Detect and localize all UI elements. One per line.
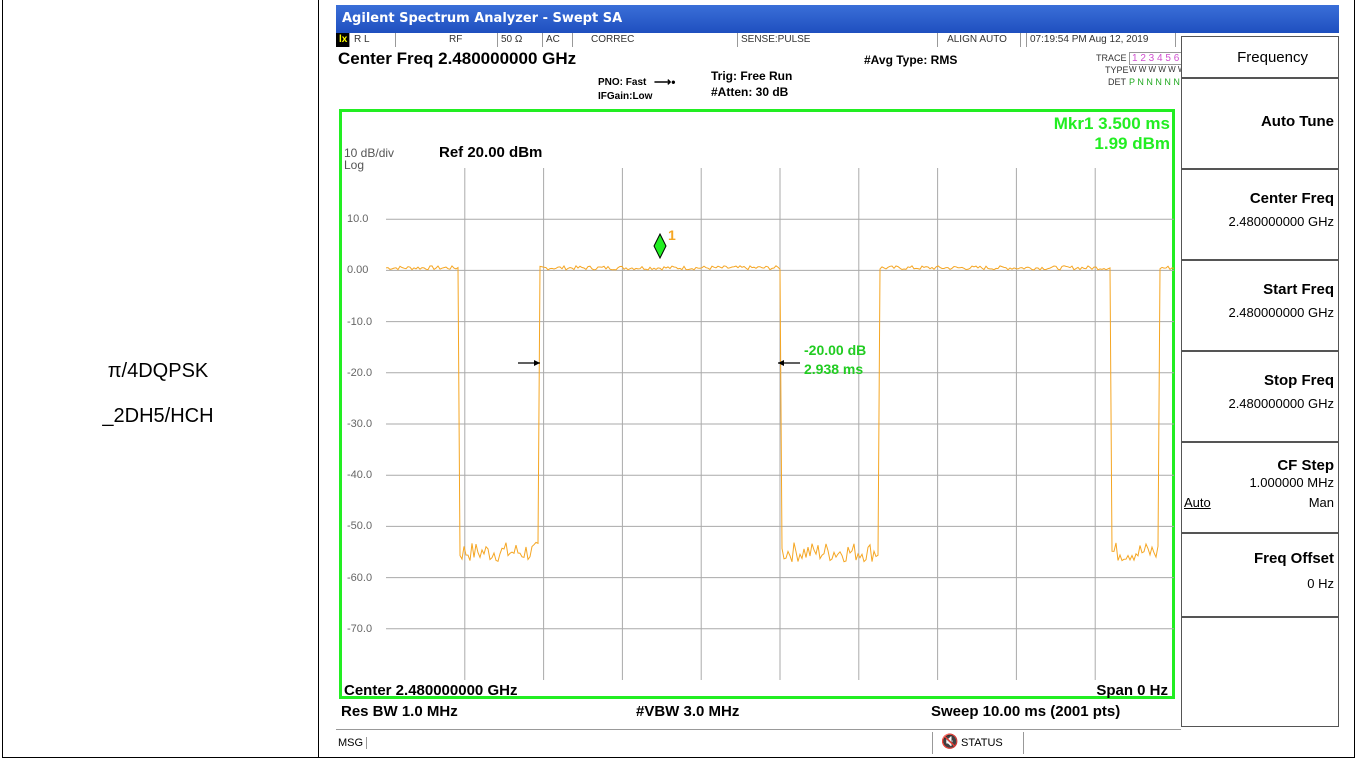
sweep-time: Sweep 10.00 ms (2001 pts): [931, 703, 1121, 720]
atten-setting: #Atten: 30 dB: [711, 85, 789, 99]
y-tick-label: 10.0: [347, 213, 369, 226]
ref-level: Ref 20.00 dBm: [439, 144, 543, 161]
ndb-delta-time: 2.938 ms: [804, 361, 863, 377]
trace-label: TRACE: [1096, 53, 1127, 63]
softkey-auto-tune[interactable]: Auto Tune: [1181, 78, 1339, 169]
plot-frame: 10 dB/div Log Ref 20.00 dBm Mkr1 3.500 m…: [339, 109, 1175, 699]
vbw: #VBW 3.0 MHz: [636, 703, 740, 720]
align-status: ALIGN AUTO: [931, 33, 1021, 47]
marker-1-number: 1: [668, 227, 676, 243]
mode-label-line1: π/4DQPSK: [107, 360, 209, 382]
ifgain-setting: IFGain:Low: [598, 91, 653, 102]
y-tick-label: -40.0: [347, 469, 373, 482]
trace-line: [386, 264, 1174, 563]
status-row: lx R L RF 50 Ω AC CORREC SENSE:PULSE ALI…: [336, 33, 1181, 47]
pno-setting: PNO: Fast: [598, 77, 647, 88]
det-label: DET: [1108, 77, 1126, 87]
softkey-cf-step[interactable]: CF Step 1.000000 MHz Auto Man: [1181, 442, 1339, 533]
left-ndb-arrow-icon: [518, 360, 540, 366]
cf-step-man[interactable]: Man: [1308, 495, 1334, 510]
log-label: Log: [344, 158, 365, 172]
correc-status: CORREC: [588, 33, 738, 47]
pno-arrow-icon: ⟶•: [654, 75, 676, 89]
marker-readout-level: 1.99 dBm: [1094, 134, 1170, 153]
softkey-freq-offset[interactable]: Freq Offset 0 Hz: [1181, 533, 1339, 617]
type-values: W W W W W W: [1129, 65, 1186, 74]
msg-label: MSG: [338, 737, 367, 749]
trigger-setting: Trig: Free Run: [711, 69, 793, 83]
y-tick-label: -20.0: [347, 366, 373, 379]
center-freq-footer: Center 2.480000000 GHz: [344, 682, 518, 699]
window-title: Agilent Spectrum Analyzer - Swept SA: [336, 5, 1339, 33]
impedance-status: 50 Ω: [498, 33, 543, 47]
right-ndb-arrow-icon: [778, 360, 800, 366]
span-footer: Span 0 Hz: [1096, 682, 1168, 699]
y-tick-label: -70.0: [347, 622, 373, 635]
scale-label: 10 dB/div: [344, 146, 395, 160]
avg-type: #Avg Type: RMS: [864, 53, 958, 67]
y-tick-label: -10.0: [347, 315, 373, 328]
menu-title-frequency: Frequency: [1181, 36, 1339, 78]
det-values: P N N N N N: [1129, 77, 1180, 87]
y-tick-label: 0.00: [347, 264, 369, 277]
trace-plot: 1 -20.00 dB 2.938 ms: [386, 168, 1174, 680]
y-tick-label: -50.0: [347, 520, 373, 533]
marker-readout-time: Mkr1 3.500 ms: [1053, 114, 1170, 133]
marker-1-diamond[interactable]: [653, 232, 667, 260]
type-label: TYPE: [1105, 65, 1129, 75]
softkey-stop-freq[interactable]: Stop Freq 2.480000000 GHz: [1181, 351, 1339, 442]
spectrum-analyzer-window: Agilent Spectrum Analyzer - Swept SA lx …: [336, 5, 1339, 757]
speaker-mute-icon: 🔇: [941, 733, 959, 749]
table-divider: [318, 0, 319, 758]
softkey-panel: Frequency Auto Tune Center Freq 2.480000…: [1181, 36, 1339, 757]
rl-status: R L: [351, 33, 396, 47]
sense-status: SENSE:PULSE: [738, 33, 938, 47]
status-bar: MSG 🔇 STATUS: [336, 729, 1181, 757]
datetime: 07:19:54 PM Aug 12, 2019: [1026, 33, 1176, 47]
softkey-start-freq[interactable]: Start Freq 2.480000000 GHz: [1181, 260, 1339, 351]
trace-numbers: 1 2 3 4 5 6: [1129, 52, 1183, 65]
center-freq-readout: Center Freq 2.480000000 GHz: [338, 49, 577, 68]
status-indicator[interactable]: 🔇 STATUS: [932, 732, 1024, 754]
status-label: STATUS: [961, 737, 1003, 749]
mode-label-line2: _2DH5/HCH: [102, 405, 214, 427]
softkey-empty: [1181, 617, 1339, 727]
y-tick-label: -30.0: [347, 418, 373, 430]
rf-status: RF: [446, 33, 498, 47]
lxi-icon: lx: [336, 33, 350, 47]
mode-label-cell: π/4DQPSK _2DH5/HCH: [0, 0, 316, 758]
softkey-center-freq[interactable]: Center Freq 2.480000000 GHz: [1181, 169, 1339, 260]
res-bw: Res BW 1.0 MHz: [341, 703, 458, 720]
grid: [386, 168, 1174, 680]
cf-step-auto[interactable]: Auto: [1184, 495, 1211, 510]
coupling-status: AC: [543, 33, 573, 47]
ndb-delta-level: -20.00 dB: [804, 342, 866, 358]
y-tick-label: -60.0: [347, 571, 373, 584]
